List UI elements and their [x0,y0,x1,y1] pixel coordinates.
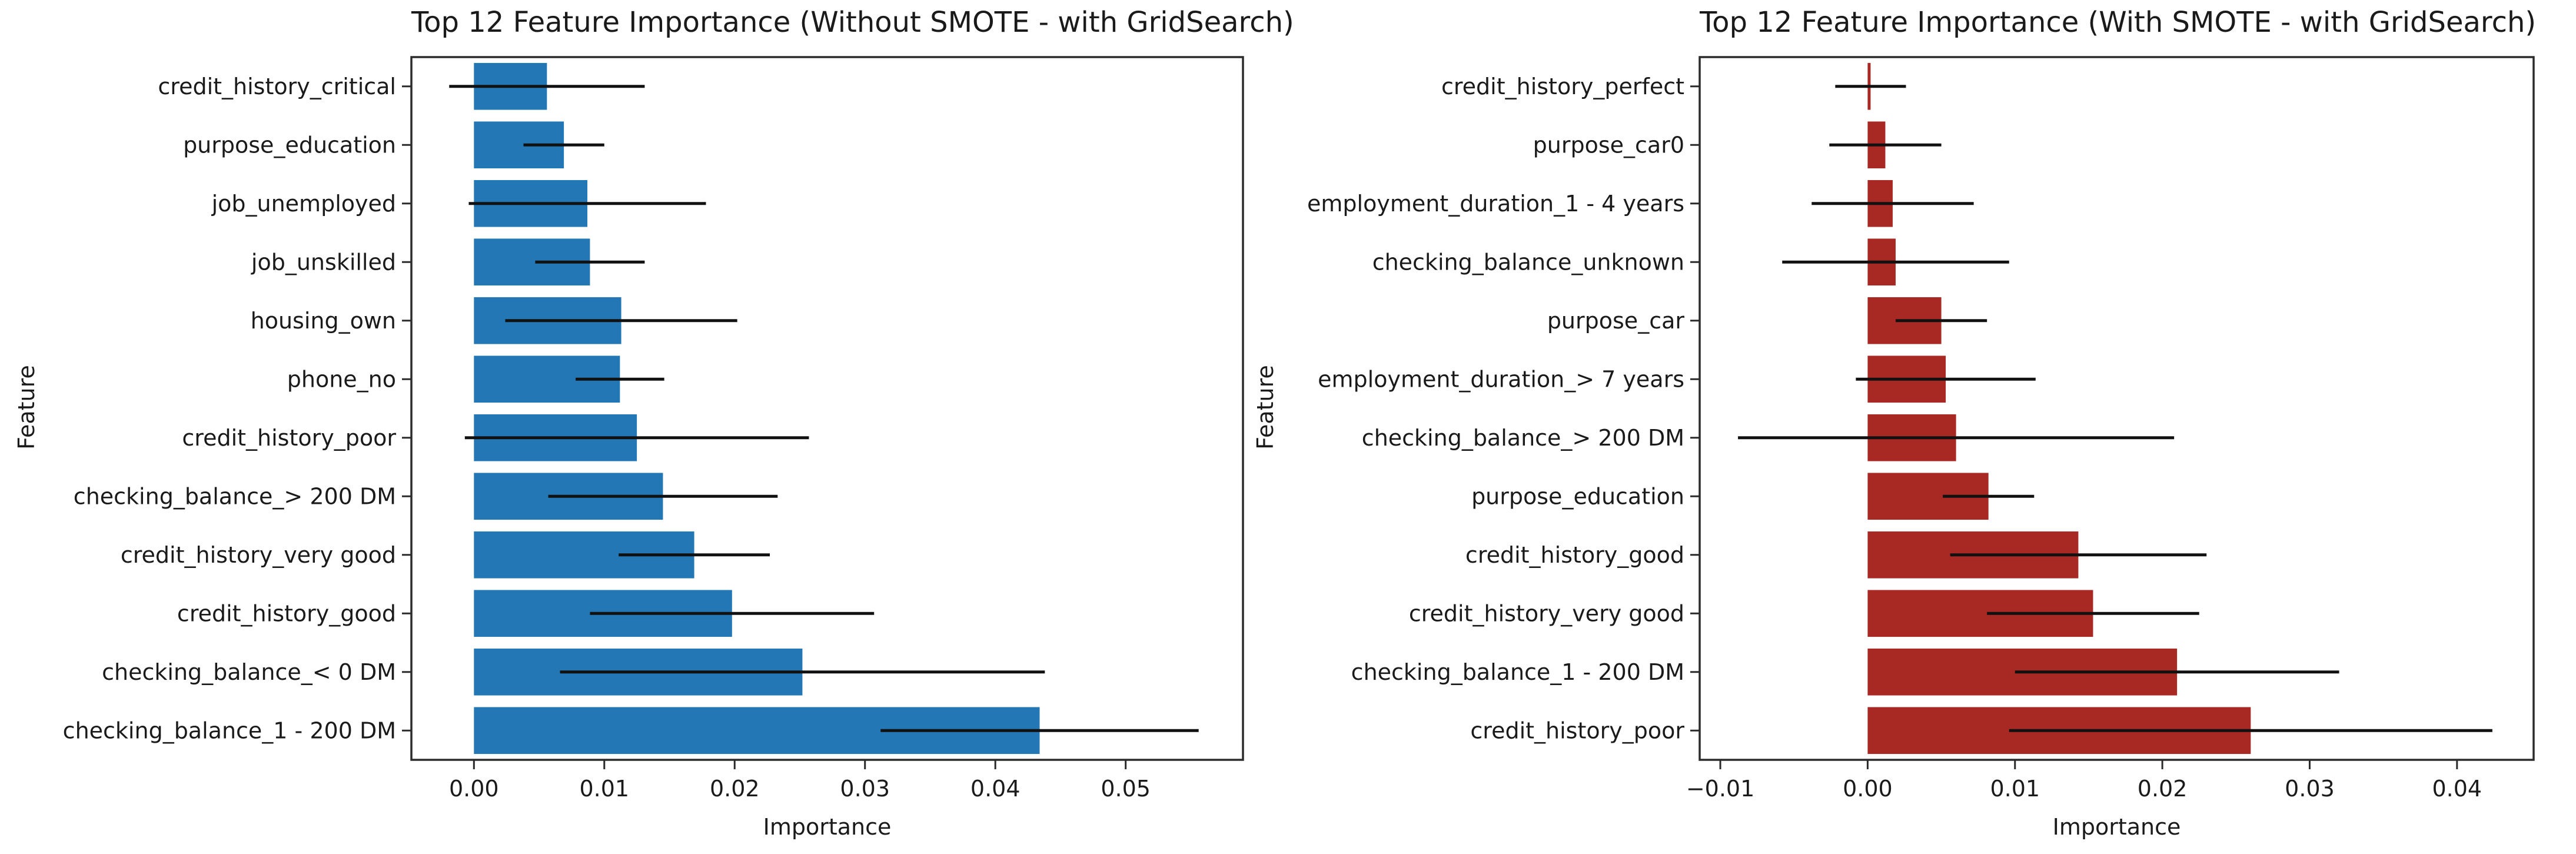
right-chart-xlabel: Importance [2052,814,2181,840]
y-tick-label: credit_history_good [177,600,396,626]
y-tick-label: credit_history_poor [1470,717,1684,743]
x-tick-label: 0.02 [710,776,760,802]
y-tick-label: checking_balance_< 0 DM [102,659,396,685]
x-tick-label: 0.02 [2138,776,2188,802]
y-tick-label: employment_duration_1 - 4 years [1307,191,1684,217]
left-chart-title: Top 12 Feature Importance (Without SMOTE… [411,6,1294,39]
plot-frame [410,56,1244,761]
y-tick-label: credit_history_good [1465,542,1684,568]
y-tick-label: purpose_education [183,132,396,158]
x-tick-label: 0.00 [1843,776,1893,802]
y-tick-label: job_unemployed [211,191,396,217]
y-tick-label: credit_history_critical [158,74,396,99]
y-tick-label: purpose_car [1547,308,1685,334]
y-tick-label: purpose_car0 [1533,132,1684,158]
y-tick-label: checking_balance_> 200 DM [74,483,396,509]
y-tick-label: checking_balance_1 - 200 DM [1351,659,1684,685]
x-tick-label: 0.04 [970,776,1021,802]
left-chart-xlabel: Importance [763,814,892,840]
x-tick-label: 0.01 [579,776,629,802]
y-tick-label: purpose_education [1471,483,1684,509]
x-tick-label: 0.03 [840,776,890,802]
x-tick-label: 0.03 [2285,776,2335,802]
y-tick-label: credit_history_very good [1409,600,1684,626]
y-tick-label: phone_no [287,366,396,392]
left-chart-ylabel: Feature [14,365,39,450]
x-tick-label: 0.00 [449,776,499,802]
x-tick-label: 0.05 [1101,776,1151,802]
y-tick-label: credit_history_perfect [1441,74,1684,99]
plot-frame [1699,56,2535,761]
x-tick-label: 0.04 [2432,776,2482,802]
y-tick-label: job_unskilled [251,249,396,275]
y-tick-label: employment_duration_> 7 years [1318,366,1684,392]
right-chart-title: Top 12 Feature Importance (With SMOTE - … [1700,6,2537,39]
y-tick-label: checking_balance_unknown [1372,249,1684,275]
y-tick-label: checking_balance_> 200 DM [1362,425,1684,451]
x-tick-label: 0.01 [1990,776,2040,802]
y-tick-label: credit_history_poor [182,425,396,451]
x-tick-label: −0.01 [1686,776,1754,802]
y-tick-label: housing_own [251,308,396,334]
y-tick-label: credit_history_very good [121,542,396,568]
right-chart-ylabel: Feature [1252,365,1278,450]
y-tick-label: checking_balance_1 - 200 DM [63,717,396,743]
